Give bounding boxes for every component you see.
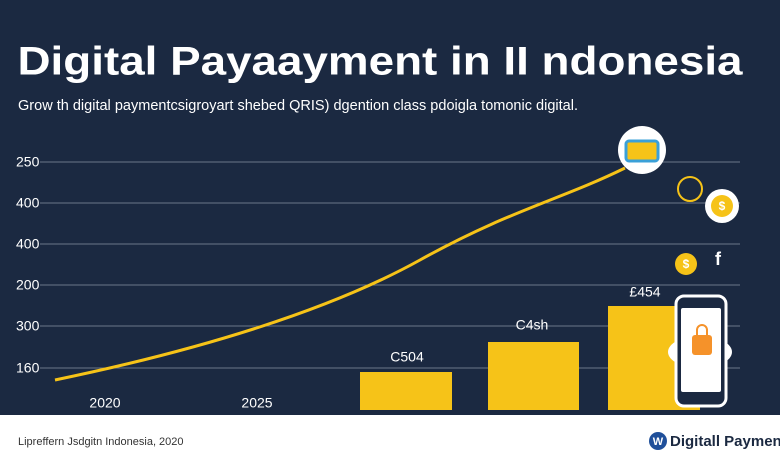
subtitle: Grow th digital paymentcsigroyart shebed…	[18, 97, 578, 114]
coin-outline	[677, 176, 703, 202]
y-labels: 250 400 400 200 300 160	[16, 154, 40, 376]
coin-symbol: $	[683, 257, 690, 271]
x-label: 2020	[89, 395, 120, 411]
y-label: 200	[16, 277, 40, 293]
logo-letter: W	[653, 436, 664, 448]
title: Digital Payaayment in II ndonesia	[18, 40, 744, 84]
y-label: 400	[16, 195, 40, 211]
brand: Digitall Payments	[670, 433, 780, 450]
y-label: 250	[16, 154, 40, 170]
x-label: 2025	[241, 395, 272, 411]
bar	[360, 372, 452, 410]
bag-icon	[692, 335, 712, 355]
coin	[675, 253, 697, 275]
coin	[711, 195, 733, 217]
y-label: 160	[16, 360, 40, 376]
y-label: 300	[16, 318, 40, 334]
bar-label: C504	[390, 349, 424, 365]
coin-symbol: $	[719, 199, 726, 213]
bag-handle	[696, 324, 708, 335]
source: Lipreffern Jsdgitn Indonesia, 2020	[18, 436, 184, 448]
bar-label: C4sh	[516, 317, 549, 333]
bar	[488, 342, 579, 410]
trend-line	[54, 166, 626, 382]
logo	[649, 432, 667, 450]
y-label: 400	[16, 236, 40, 252]
bar-label: £454	[629, 284, 660, 300]
social-icon: f	[715, 249, 722, 269]
card-shape	[624, 139, 660, 163]
